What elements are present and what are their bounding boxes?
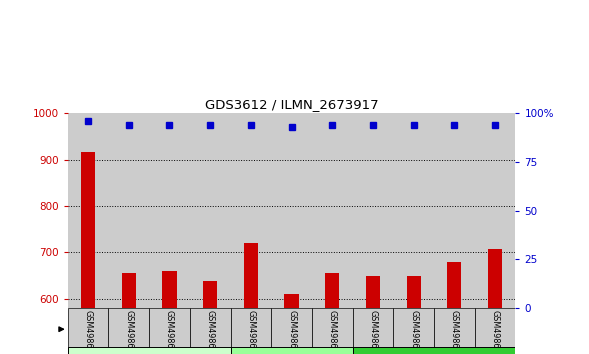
Bar <box>393 308 434 350</box>
Bar <box>271 113 312 308</box>
Bar <box>230 308 271 350</box>
Bar <box>325 273 339 308</box>
Text: GSM498696: GSM498696 <box>450 310 459 354</box>
Bar <box>149 113 190 308</box>
Text: GSM498689: GSM498689 <box>165 310 174 354</box>
Bar <box>244 243 258 308</box>
Bar <box>353 347 515 354</box>
Bar <box>68 113 108 308</box>
Title: GDS3612 / ILMN_2673917: GDS3612 / ILMN_2673917 <box>205 98 378 111</box>
Bar <box>353 113 393 308</box>
Bar <box>108 113 149 308</box>
Text: GSM498690: GSM498690 <box>206 310 214 354</box>
Text: GSM498693: GSM498693 <box>327 310 337 354</box>
Bar <box>190 113 230 308</box>
Bar <box>488 249 502 308</box>
Text: GSM498694: GSM498694 <box>369 310 378 354</box>
Bar <box>230 113 271 308</box>
Bar <box>366 275 380 308</box>
Bar <box>230 347 353 354</box>
Bar <box>406 276 421 308</box>
Bar <box>68 308 108 350</box>
Bar <box>447 262 461 308</box>
Text: GSM498691: GSM498691 <box>246 310 256 354</box>
Bar <box>271 308 312 350</box>
Bar <box>108 308 149 350</box>
Text: GSM498695: GSM498695 <box>409 310 418 354</box>
Bar <box>434 308 475 350</box>
Bar <box>284 294 299 308</box>
Bar <box>163 271 177 308</box>
Text: GSM498697: GSM498697 <box>491 310 499 354</box>
Bar <box>190 308 230 350</box>
Text: GSM498687: GSM498687 <box>84 310 92 354</box>
Bar <box>312 308 353 350</box>
Bar <box>68 347 230 354</box>
Text: GSM498692: GSM498692 <box>287 310 296 354</box>
Bar <box>122 273 136 308</box>
Bar <box>81 152 95 308</box>
Bar <box>475 113 515 308</box>
Bar <box>203 281 217 308</box>
Bar <box>312 113 353 308</box>
Text: GSM498688: GSM498688 <box>124 310 133 354</box>
Bar <box>434 113 475 308</box>
Bar <box>475 308 515 350</box>
Bar <box>393 113 434 308</box>
Bar <box>353 308 393 350</box>
Bar <box>149 308 190 350</box>
